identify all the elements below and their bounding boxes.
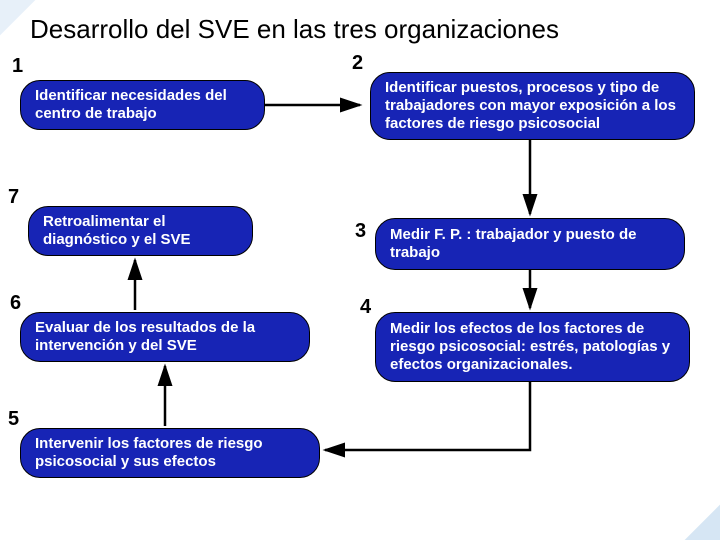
step-number-4: 4 [360, 296, 371, 319]
step-box-2: Identificar puestos, procesos y tipo de … [370, 72, 695, 140]
step-number-6: 6 [10, 292, 21, 315]
step-number-1: 1 [12, 55, 23, 78]
step-number-5: 5 [8, 408, 19, 431]
step-box-6: Evaluar de los resultados de la interven… [20, 312, 310, 362]
step-box-5: Intervenir los factores de riesgo psicos… [20, 428, 320, 478]
step-number-2: 2 [352, 52, 363, 75]
step-number-3: 3 [355, 220, 366, 243]
step-box-1: Identificar necesidades del centro de tr… [20, 80, 265, 130]
corner-decor-br [685, 505, 720, 540]
step-box-7: Retroalimentar el diagnóstico y el SVE [28, 206, 253, 256]
page-title: Desarrollo del SVE en las tres organizac… [30, 14, 700, 45]
step-number-7: 7 [8, 186, 19, 209]
step-box-4: Medir los efectos de los factores de rie… [375, 312, 690, 382]
step-box-3: Medir F. P. : trabajador y puesto de tra… [375, 218, 685, 270]
